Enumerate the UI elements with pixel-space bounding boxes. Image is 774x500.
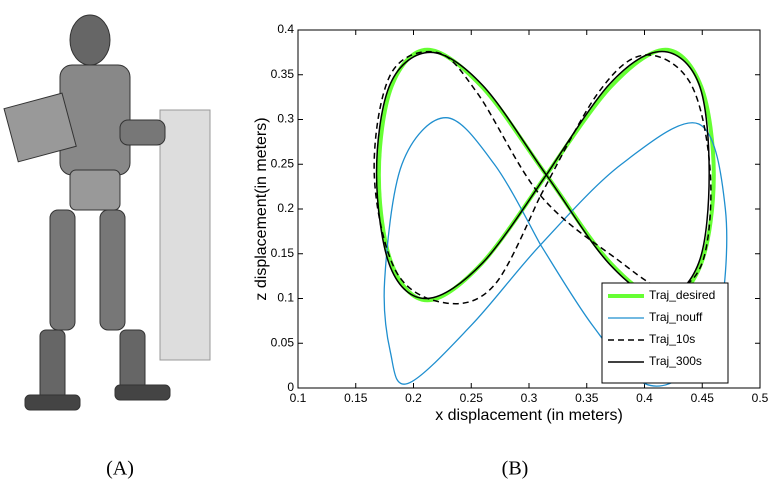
- legend-label: Traj_10s: [649, 332, 695, 346]
- x-tick-label: 0.25: [460, 391, 484, 405]
- y-tick-label: 0.4: [277, 22, 294, 36]
- y-tick-label: 0.05: [271, 335, 295, 349]
- y-tick-label: 0.3: [277, 112, 294, 126]
- x-tick-label: 0.15: [344, 391, 368, 405]
- legend-box: [601, 282, 729, 384]
- legend-label: Traj_desired: [649, 288, 715, 302]
- legend-label: Traj_300s: [649, 354, 702, 368]
- y-tick-label: 0.2: [277, 201, 294, 215]
- y-tick-label: 0.35: [271, 67, 295, 81]
- robot-photo: [3, 14, 211, 411]
- x-tick-label: 0.3: [521, 391, 538, 405]
- y-tick-label: 0.1: [277, 291, 294, 305]
- x-tick-label: 0.2: [405, 391, 422, 405]
- x-tick-label: 0.35: [575, 391, 599, 405]
- series-line: [373, 50, 712, 305]
- caption: (A): [106, 458, 134, 480]
- x-tick-label: 0.45: [691, 391, 715, 405]
- y-tick-label: 0.15: [271, 246, 295, 260]
- x-tick-label: 0.5: [752, 391, 769, 405]
- y-tick-label: 0: [287, 380, 294, 394]
- x-axis-label: x displacement (in meters): [435, 407, 623, 424]
- series-line: [375, 50, 710, 300]
- x-tick-label: 0.1: [290, 391, 307, 405]
- y-tick-label: 0.25: [271, 156, 295, 170]
- x-tick-label: 0.4: [636, 391, 653, 405]
- caption: (B): [502, 458, 529, 480]
- y-axis-label: z displacement(in meters): [253, 117, 270, 300]
- legend-label: Traj_nouff: [649, 310, 703, 324]
